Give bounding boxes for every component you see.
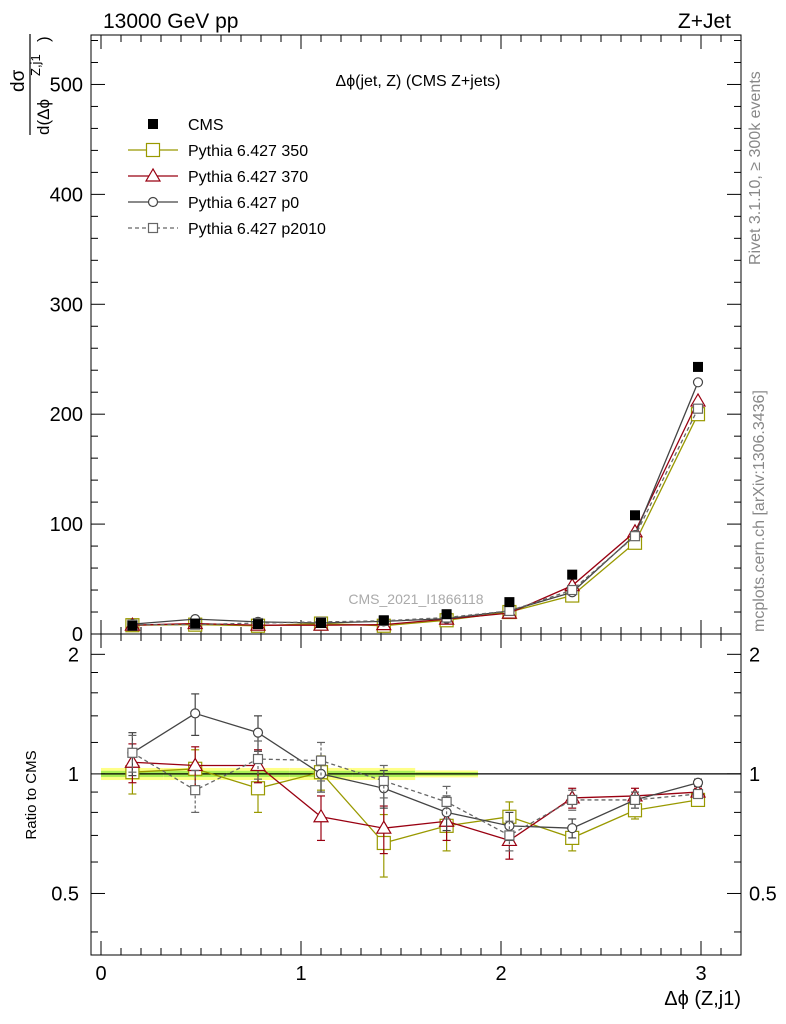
y-tick-label: 200: [50, 404, 83, 426]
data-point-p2010: [631, 532, 640, 541]
y-tick-label: 0: [72, 624, 83, 646]
data-point-p2010: [568, 586, 577, 595]
ratio-series-p2010: [128, 735, 703, 850]
main-y-axis-label: dσ d(Δϕ Z,j1 ): [8, 34, 53, 135]
legend-marker-p2010: [149, 224, 158, 233]
data-point-cms: [693, 362, 703, 372]
ratio-point-p2010: [568, 795, 577, 804]
series-line-p0: [132, 382, 698, 624]
ratio-y-tick-label-right: 1: [749, 764, 760, 786]
legend-label-p350: Pythia 6.427 350: [188, 143, 308, 160]
legend-label-cms: CMS: [188, 117, 224, 134]
mcplots-label: mcplots.cern.ch [arXiv:1306.3436]: [751, 390, 768, 632]
y-tick-label: 400: [50, 184, 83, 206]
main-panel: 0 100 200 300 400 500 Δϕ(jet, Z) (CMS Z+jets)…: [8, 34, 741, 646]
legend-entry-p370: Pythia 6.427 370: [128, 169, 308, 186]
x-tick-label: 3: [695, 963, 706, 985]
legend-entry-p0: Pythia 6.427 p0: [128, 195, 299, 212]
ratio-point-p2010: [631, 795, 640, 804]
header-right-label: Z+Jet: [678, 10, 731, 33]
data-point-cms: [127, 621, 137, 631]
data-point-cms: [442, 609, 452, 619]
ylabel-superscript: Z,j1: [28, 54, 43, 76]
legend: CMS Pythia 6.427 350 Pythia 6.427 370 Pythi…: [128, 117, 326, 238]
legend-marker-cms: [148, 119, 158, 129]
data-point-cms: [253, 619, 263, 629]
legend-marker-p370: [146, 169, 160, 181]
x-tick-label: 2: [495, 963, 506, 985]
ratio-point-p2010: [379, 776, 388, 785]
data-point-cms: [379, 615, 389, 625]
ratio-panel: 0 1 2 3 0.5 0.5 1 1 2 2 Ratio to CMS Δϕ (Z,j1): [23, 634, 777, 1010]
legend-entry-p2010: Pythia 6.427 p2010: [128, 221, 326, 238]
main-watermark: CMS_2021_I1866118: [348, 591, 483, 607]
main-chart-title: Δϕ(jet, Z) (CMS Z+jets): [336, 73, 501, 90]
ratio-point-p2010: [505, 831, 514, 840]
x-axis-label: Δϕ (Z,j1): [664, 988, 741, 1010]
ratio-y-axis-label: Ratio to CMS: [23, 750, 40, 839]
ratio-series-p370: [125, 744, 705, 859]
ratio-point-p0: [568, 824, 577, 833]
data-point-cms: [567, 570, 577, 580]
data-point-cms: [630, 510, 640, 520]
ratio-point-p0: [254, 728, 263, 737]
data-point-cms: [190, 619, 200, 629]
ratio-y-tick-label: 0.5: [51, 883, 79, 905]
y-tick-label: 500: [50, 74, 83, 96]
legend-marker-p0: [149, 198, 158, 207]
ratio-plot-frame: [91, 634, 741, 955]
ratio-y-tick-label: 2: [68, 644, 79, 666]
ratio-point-p2010: [191, 786, 200, 795]
ratio-point-p370: [314, 810, 328, 822]
legend-entry-cms: CMS: [148, 117, 224, 134]
ratio-y-tick-label-right: 0.5: [749, 883, 777, 905]
legend-label-p2010: Pythia 6.427 p2010: [188, 221, 326, 238]
ylabel-numerator: dσ: [8, 69, 29, 92]
y-tick-label: 100: [50, 514, 83, 536]
ratio-point-p2010: [128, 748, 137, 757]
x-tick-label: 1: [295, 963, 306, 985]
data-point-p0: [694, 378, 703, 387]
ratio-point-p350: [252, 782, 265, 795]
ylabel-denominator: d(Δϕ: [34, 99, 53, 135]
x-tick-label: 0: [95, 963, 106, 985]
ratio-point-p2010: [317, 756, 326, 765]
y-tick-label: 300: [50, 294, 83, 316]
legend-marker-p350: [147, 144, 160, 157]
legend-label-p0: Pythia 6.427 p0: [188, 195, 299, 212]
data-point-p2010: [694, 404, 703, 413]
chart-figure: 13000 GeV pp Z+Jet Rivet 3.1.10, ≥ 300k …: [0, 0, 786, 1024]
ratio-y-tick-label-right: 2: [749, 644, 760, 666]
legend-label-p370: Pythia 6.427 370: [188, 169, 308, 186]
ratio-point-p2010: [254, 755, 263, 764]
ratio-point-p0: [191, 709, 200, 718]
ratio-point-p0: [694, 778, 703, 787]
legend-entry-p350: Pythia 6.427 350: [128, 143, 308, 160]
data-point-cms: [316, 618, 326, 628]
ratio-point-p2010: [442, 797, 451, 806]
data-point-cms: [504, 597, 514, 607]
ratio-y-tick-label: 1: [68, 764, 79, 786]
ratio-point-p2010: [694, 789, 703, 798]
rivet-version-label: Rivet 3.1.10, ≥ 300k events: [747, 71, 764, 265]
ylabel-close-paren: ): [34, 36, 53, 42]
header-left-label: 13000 GeV pp: [103, 10, 238, 33]
data-point-p2010: [505, 606, 514, 615]
